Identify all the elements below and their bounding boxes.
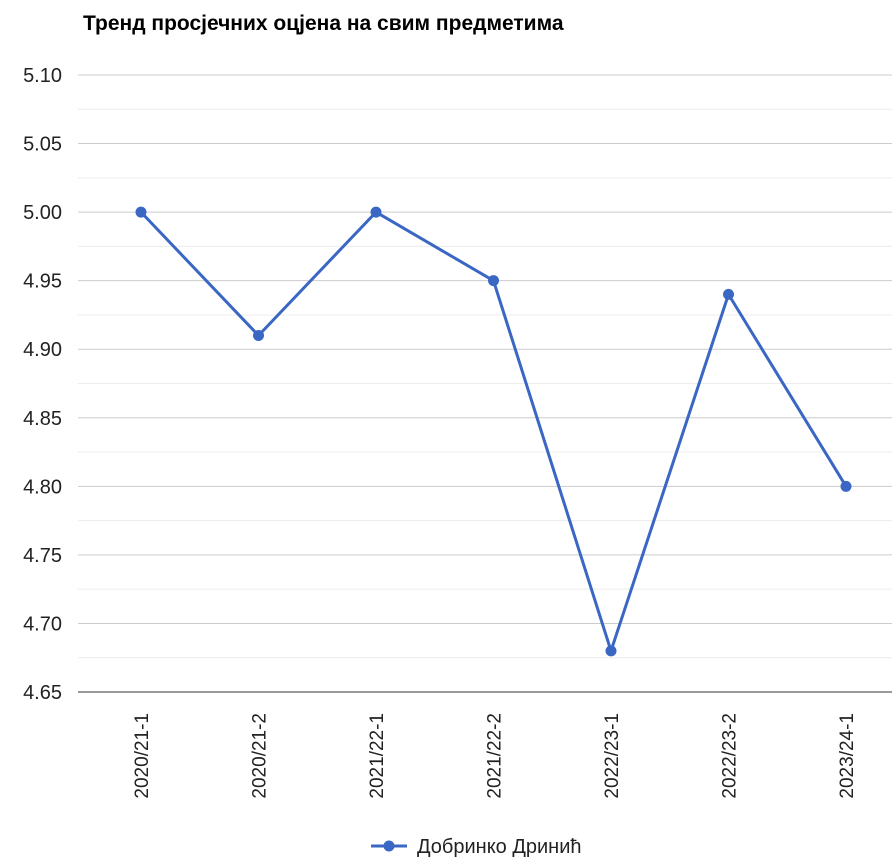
data-point[interactable] (488, 275, 499, 287)
x-tick-label: 2022/23-2 (720, 713, 741, 799)
y-tick-label: 5.10 (23, 65, 62, 87)
data-point[interactable] (253, 330, 264, 342)
y-tick-label: 4.85 (23, 408, 62, 430)
y-tick-label: 4.65 (23, 682, 62, 704)
data-point[interactable] (840, 480, 852, 492)
data-point[interactable] (723, 288, 734, 300)
chart-title: Тренд просјечних оцјена на свим предмети… (83, 12, 564, 35)
x-tick-label: 2023/24-1 (837, 713, 858, 799)
x-axis-ticks: 2020/21-1 2020/21-2 2021/22-1 2021/22-2 2022… (132, 713, 858, 799)
y-axis-ticks: 5.10 5.05 5.00 4.95 4.90 4.85 4.80 4.75 4.70 4.65 (23, 65, 62, 704)
y-tick-label: 4.90 (23, 339, 62, 361)
data-point[interactable] (605, 645, 617, 657)
y-tick-label: 4.70 (23, 613, 62, 635)
y-tick-label: 5.05 (23, 134, 62, 156)
data-point[interactable] (370, 206, 382, 218)
legend-label: Добринко Дринић (417, 836, 582, 858)
legend-swatch-marker (383, 840, 395, 852)
y-tick-label: 5.00 (23, 202, 62, 224)
x-tick-label: 2022/23-1 (602, 713, 623, 799)
data-point[interactable] (135, 206, 147, 218)
series-points (135, 206, 852, 657)
x-tick-label: 2020/21-2 (250, 713, 271, 799)
y-tick-label: 4.75 (23, 545, 62, 567)
legend[interactable]: Добринко Дринић (371, 836, 582, 858)
y-tick-label: 4.95 (23, 271, 62, 293)
x-tick-label: 2021/22-2 (485, 713, 506, 799)
x-tick-label: 2021/22-1 (367, 713, 388, 799)
y-tick-label: 4.80 (23, 476, 62, 498)
grid-lines (78, 74, 892, 693)
x-tick-label: 2020/21-1 (132, 713, 153, 799)
